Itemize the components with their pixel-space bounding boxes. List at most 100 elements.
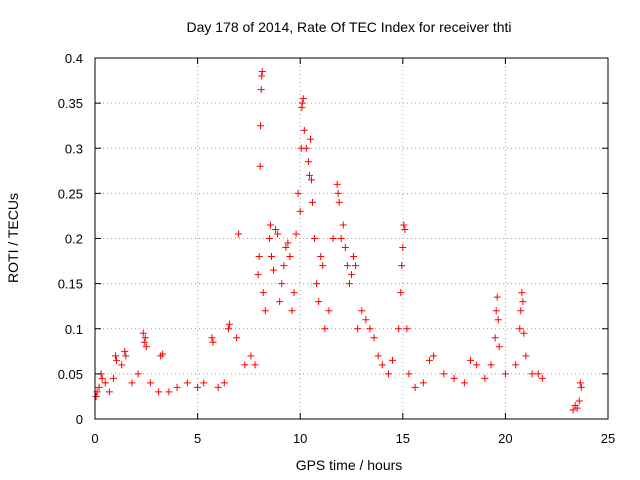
data-point <box>112 352 120 360</box>
data-point <box>305 171 313 179</box>
data-point <box>98 374 106 382</box>
data-point <box>400 221 408 229</box>
y-tick-label: 0 <box>76 412 83 427</box>
data-point <box>315 298 323 306</box>
data-point <box>278 280 286 288</box>
data-point <box>516 325 524 333</box>
data-point <box>405 370 413 378</box>
data-point <box>519 298 527 306</box>
data-point <box>317 253 325 261</box>
data-point <box>257 122 265 130</box>
data-point <box>350 253 358 261</box>
data-point <box>352 262 360 270</box>
data-point <box>334 189 342 197</box>
data-point <box>113 356 121 364</box>
data-point <box>358 307 366 315</box>
data-point <box>209 338 217 346</box>
data-point <box>517 307 525 315</box>
y-tick-label: 0.2 <box>65 232 83 247</box>
data-point <box>266 221 274 229</box>
data-point <box>384 370 392 378</box>
data-point <box>257 86 265 94</box>
data-point <box>255 253 263 261</box>
data-point <box>247 352 255 360</box>
data-point <box>140 338 148 346</box>
data-point <box>214 383 222 391</box>
data-point <box>265 235 273 242</box>
data-point <box>577 383 585 391</box>
data-point <box>258 72 266 80</box>
data-point <box>528 370 536 378</box>
data-point <box>200 379 208 387</box>
data-point <box>288 307 296 315</box>
data-point <box>538 374 546 382</box>
data-point <box>139 329 147 337</box>
data-point <box>299 95 307 103</box>
data-point <box>335 198 343 206</box>
data-point <box>95 383 103 391</box>
data-point <box>183 379 191 387</box>
data-point <box>569 406 577 414</box>
plot-frame <box>94 57 609 420</box>
data-point <box>159 350 167 358</box>
data-point <box>109 374 117 382</box>
data-point <box>491 334 499 342</box>
data-point <box>118 361 126 369</box>
data-point <box>128 379 136 387</box>
x-tick-label: 0 <box>91 431 98 446</box>
data-point <box>522 352 530 360</box>
data-point <box>343 262 351 270</box>
data-point <box>270 266 278 274</box>
y-tick-label: 0.3 <box>65 141 83 156</box>
x-tick-label: 25 <box>601 431 615 446</box>
y-tick-label: 0.15 <box>58 277 83 292</box>
data-point <box>345 280 353 288</box>
data-point <box>134 370 142 378</box>
data-point <box>467 356 475 364</box>
data-point <box>313 280 321 288</box>
data-point <box>348 271 355 279</box>
data-point <box>425 356 433 364</box>
y-tick-label: 0.4 <box>65 51 83 66</box>
data-point <box>274 230 282 238</box>
data-point <box>290 289 298 297</box>
y-axis-title: ROTI / TECUs <box>5 193 21 283</box>
data-point <box>354 325 362 333</box>
data-point <box>121 347 129 355</box>
data-point <box>155 388 163 396</box>
data-point <box>460 379 468 387</box>
data-point <box>333 180 341 188</box>
data-point <box>494 316 502 324</box>
data-point <box>208 334 216 342</box>
data-point <box>399 244 407 252</box>
data-point <box>501 370 509 378</box>
data-point <box>395 325 403 333</box>
data-point <box>329 235 337 242</box>
data-point <box>105 388 113 396</box>
data-point <box>272 225 280 233</box>
chart-title: Day 178 of 2014, Rate Of TEC Index for r… <box>186 19 511 35</box>
data-point <box>440 370 448 378</box>
data-point <box>321 325 329 333</box>
data-point <box>258 68 266 76</box>
data-point <box>518 289 526 297</box>
data-points-layer <box>92 68 585 414</box>
x-tick-label: 5 <box>194 431 201 446</box>
data-point <box>520 329 528 337</box>
grid-layer <box>95 58 608 419</box>
data-point <box>146 379 154 387</box>
data-point <box>276 298 284 306</box>
data-point <box>235 230 243 238</box>
data-point <box>398 262 406 270</box>
x-axis-title: GPS time / hours <box>296 457 403 473</box>
data-point <box>267 253 275 261</box>
data-point <box>173 383 181 391</box>
x-tick-label: 10 <box>293 431 307 446</box>
data-point <box>311 235 319 242</box>
data-point <box>261 307 269 315</box>
data-point <box>492 307 500 315</box>
data-point <box>325 307 333 315</box>
data-point <box>306 135 314 143</box>
data-point <box>370 334 378 342</box>
x-tick-label: 15 <box>396 431 410 446</box>
